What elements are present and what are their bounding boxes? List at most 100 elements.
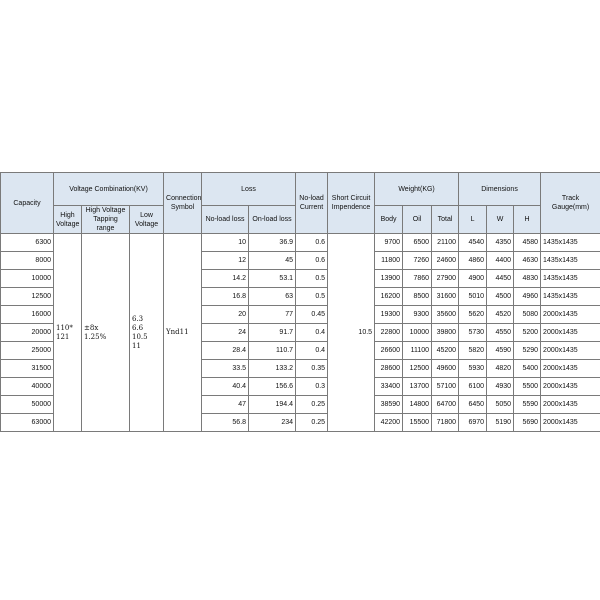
data-cell: 2000x1435: [540, 359, 600, 378]
data-cell: 40.4: [201, 377, 250, 396]
header-cell: Oil: [402, 205, 433, 234]
data-cell: 14.2: [201, 269, 250, 288]
capacity-cell: 16000: [0, 305, 54, 324]
data-cell: 21100: [431, 233, 460, 252]
data-cell: 4820: [486, 359, 515, 378]
header-cell: Connection Symbol: [163, 172, 203, 234]
header-cell: Body: [374, 205, 404, 234]
header-cell: Low Voltage: [128, 205, 165, 234]
header-cell: Dimensions: [458, 172, 542, 206]
data-cell: 5500: [513, 377, 542, 396]
data-cell: 7260: [402, 251, 433, 270]
merged-line: 6.6: [132, 323, 144, 332]
merged-line: 10.5: [132, 332, 148, 341]
data-cell: 4400: [486, 251, 515, 270]
data-cell: 0.45: [295, 305, 329, 324]
data-cell: 0.5: [295, 287, 329, 306]
header-cell: On-load loss: [248, 205, 297, 234]
data-cell: 42200: [374, 413, 404, 432]
data-cell: 2000x1435: [540, 323, 600, 342]
data-cell: 6450: [458, 395, 488, 414]
data-cell: 8500: [402, 287, 433, 306]
data-cell: 0.3: [295, 377, 329, 396]
header-cell: L: [458, 205, 488, 234]
header-cell: Total: [431, 205, 460, 234]
header-cell: No-load Current: [295, 172, 329, 234]
data-cell: 4960: [513, 287, 542, 306]
header-cell: Capacity: [0, 172, 54, 234]
data-row: 50000 47 194.4 0.25 38590 14800 64700 6450 5050 5…: [0, 395, 600, 414]
header-cell: W: [486, 205, 515, 234]
data-cell: 15500: [402, 413, 433, 432]
merged-line: 1.25%: [84, 332, 107, 341]
data-cell: 4590: [486, 341, 515, 360]
header-cell: Track Gauge(mm): [540, 172, 600, 234]
data-cell: 5050: [486, 395, 515, 414]
data-cell: 5200: [513, 323, 542, 342]
data-cell: 26600: [374, 341, 404, 360]
data-cell: 2000x1435: [540, 395, 600, 414]
capacity-cell: 10000: [0, 269, 54, 288]
data-cell: 5010: [458, 287, 488, 306]
data-row: 40000 40.4 156.6 0.3 33400 13700 57100 6100 4930…: [0, 377, 600, 396]
data-cell: 0.5: [295, 269, 329, 288]
data-cell: 5620: [458, 305, 488, 324]
data-cell: 6100: [458, 377, 488, 396]
data-cell: 4860: [458, 251, 488, 270]
data-cell: 57100: [431, 377, 460, 396]
data-cell: 4580: [513, 233, 542, 252]
header-cell: Loss: [201, 172, 297, 206]
data-cell: 1435x1435: [540, 233, 600, 252]
header-cell: High Voltage Tapping range: [81, 205, 130, 234]
merged-cell: 110* 121: [53, 233, 82, 432]
data-cell: 4550: [486, 323, 515, 342]
spec-table: Capacity Voltage Combination(KV) Connectio…: [0, 172, 600, 432]
data-cell: 156.6: [248, 377, 297, 396]
data-cell: 28600: [374, 359, 404, 378]
capacity-cell: 63000: [0, 413, 54, 432]
data-cell: 0.4: [295, 323, 329, 342]
data-cell: 24600: [431, 251, 460, 270]
data-cell: 10000: [402, 323, 433, 342]
data-cell: 45200: [431, 341, 460, 360]
data-cell: 12: [201, 251, 250, 270]
capacity-cell: 6300: [0, 233, 54, 252]
data-cell: 5690: [513, 413, 542, 432]
data-cell: 22800: [374, 323, 404, 342]
data-cell: 91.7: [248, 323, 297, 342]
header-row: High Voltage High Voltage Tapping range Lo…: [1, 205, 600, 234]
header-cell: Voltage Combination(KV): [52, 172, 165, 206]
data-cell: 19300: [374, 305, 404, 324]
data-cell: 5820: [458, 341, 488, 360]
data-cell: 9300: [402, 305, 433, 324]
merged-cell: 6.3 6.6 10.5 11: [128, 233, 165, 432]
data-cell: 0.25: [295, 413, 329, 432]
data-cell: 35600: [431, 305, 460, 324]
merged-line: 110*: [56, 323, 73, 332]
data-cell: 133.2: [248, 359, 297, 378]
data-cell: 13900: [374, 269, 404, 288]
data-cell: 0.6: [295, 233, 329, 252]
header-cell: No-load loss: [201, 205, 250, 234]
merged-cell: 10.5: [327, 233, 376, 432]
data-cell: 1435x1435: [540, 269, 600, 288]
data-cell: 2000x1435: [540, 341, 600, 360]
data-cell: 27900: [431, 269, 460, 288]
data-row: 6300 110* 121 ±8x 1.25% 6.3 6.6 10.5 11 Ynd11 10 36…: [0, 233, 600, 432]
header-row: Capacity Voltage Combination(KV) Connectio…: [0, 172, 600, 234]
merged-cell: ±8x 1.25%: [81, 233, 130, 432]
merged-line: 6.3: [132, 314, 144, 323]
merged-line: ±8x: [84, 323, 99, 332]
data-cell: 71800: [431, 413, 460, 432]
data-cell: 13700: [402, 377, 433, 396]
capacity-cell: 8000: [0, 251, 54, 270]
capacity-cell: 31500: [0, 359, 54, 378]
capacity-cell: 20000: [0, 323, 54, 342]
data-cell: 11100: [402, 341, 433, 360]
data-cell: 20: [201, 305, 250, 324]
header-cell: Short Circuit Impendence: [327, 172, 376, 234]
data-cell: 10: [201, 233, 250, 252]
data-cell: 0.25: [295, 395, 329, 414]
data-cell: 5400: [513, 359, 542, 378]
